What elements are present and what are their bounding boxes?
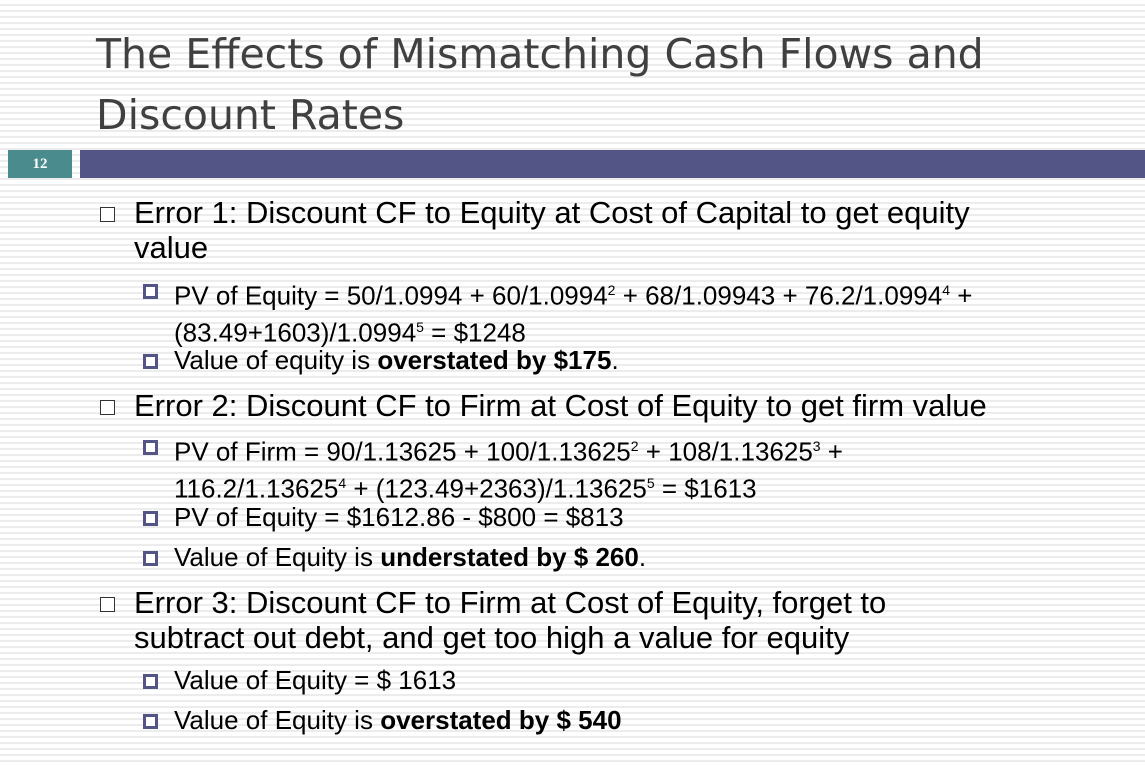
bullet-error-2-line-1: Error 2: Discount CF to Firm at Cost of … bbox=[134, 388, 987, 423]
bullet-error-3: Error 3: Discount CF to Firm at Cost of … bbox=[100, 585, 1134, 655]
sub-bullet-equity-overstated-540: Value of Equity is overstated by $ 540 bbox=[143, 705, 1124, 736]
sub-bullet-pv-firm-formula: PV of Firm = 90/1.13625 + 100/1.136252 +… bbox=[143, 431, 1124, 504]
formula-line-2: (83.49+1603)/1.09945 = $1248 bbox=[174, 317, 526, 348]
sub-bullet-pv-equity-formula: PV of Equity = 50/1.0994 + 60/1.09942 + … bbox=[143, 275, 1124, 348]
sub-bullet-pv-equity: PV of Equity = $1612.86 - $800 = $813 bbox=[143, 502, 1124, 533]
square-bullet-icon bbox=[143, 714, 158, 729]
bullet-error-3-line-2: subtract out debt, and get too high a va… bbox=[134, 620, 850, 655]
sub-bullet-equity-understated: Value of Equity is understated by $ 260. bbox=[143, 542, 1124, 573]
slide-title-line-2: Discount Rates bbox=[96, 91, 405, 139]
square-bullet-icon bbox=[143, 551, 158, 566]
square-bullet-icon bbox=[143, 511, 158, 526]
bullet-error-1: Error 1: Discount CF to Equity at Cost o… bbox=[100, 195, 1134, 265]
hollow-square-bullet-icon bbox=[100, 400, 115, 415]
sub-bullet-equity-overstated: Value of equity is overstated by $175. bbox=[143, 345, 1124, 376]
slide-title: The Effects of Mismatching Cash Flows an… bbox=[96, 24, 1096, 146]
hollow-square-bullet-icon bbox=[100, 597, 115, 612]
formula-line-1: PV of Firm = 90/1.13625 + 100/1.136252 +… bbox=[174, 436, 843, 467]
square-bullet-icon bbox=[143, 354, 158, 369]
bullet-error-3-line-1: Error 3: Discount CF to Firm at Cost of … bbox=[134, 585, 887, 620]
bullet-error-2: Error 2: Discount CF to Firm at Cost of … bbox=[100, 388, 1134, 423]
sub-bullet-value-of-equity: Value of Equity = $ 1613 bbox=[143, 665, 1124, 696]
title-divider-bar bbox=[80, 150, 1145, 178]
square-bullet-icon bbox=[143, 674, 158, 689]
square-bullet-icon bbox=[143, 440, 158, 455]
formula-line-2: 116.2/1.136254 + (123.49+2363)/1.136255 … bbox=[174, 473, 757, 504]
formula-line-1: PV of Equity = 50/1.0994 + 60/1.09942 + … bbox=[174, 280, 973, 311]
hollow-square-bullet-icon bbox=[100, 207, 115, 222]
square-bullet-icon bbox=[143, 284, 158, 299]
bullet-error-1-line-2: value bbox=[134, 230, 209, 265]
bullet-error-1-line-1: Error 1: Discount CF to Equity at Cost o… bbox=[134, 195, 970, 230]
slide-number: 12 bbox=[8, 150, 72, 178]
slide-title-line-1: The Effects of Mismatching Cash Flows an… bbox=[96, 30, 984, 78]
